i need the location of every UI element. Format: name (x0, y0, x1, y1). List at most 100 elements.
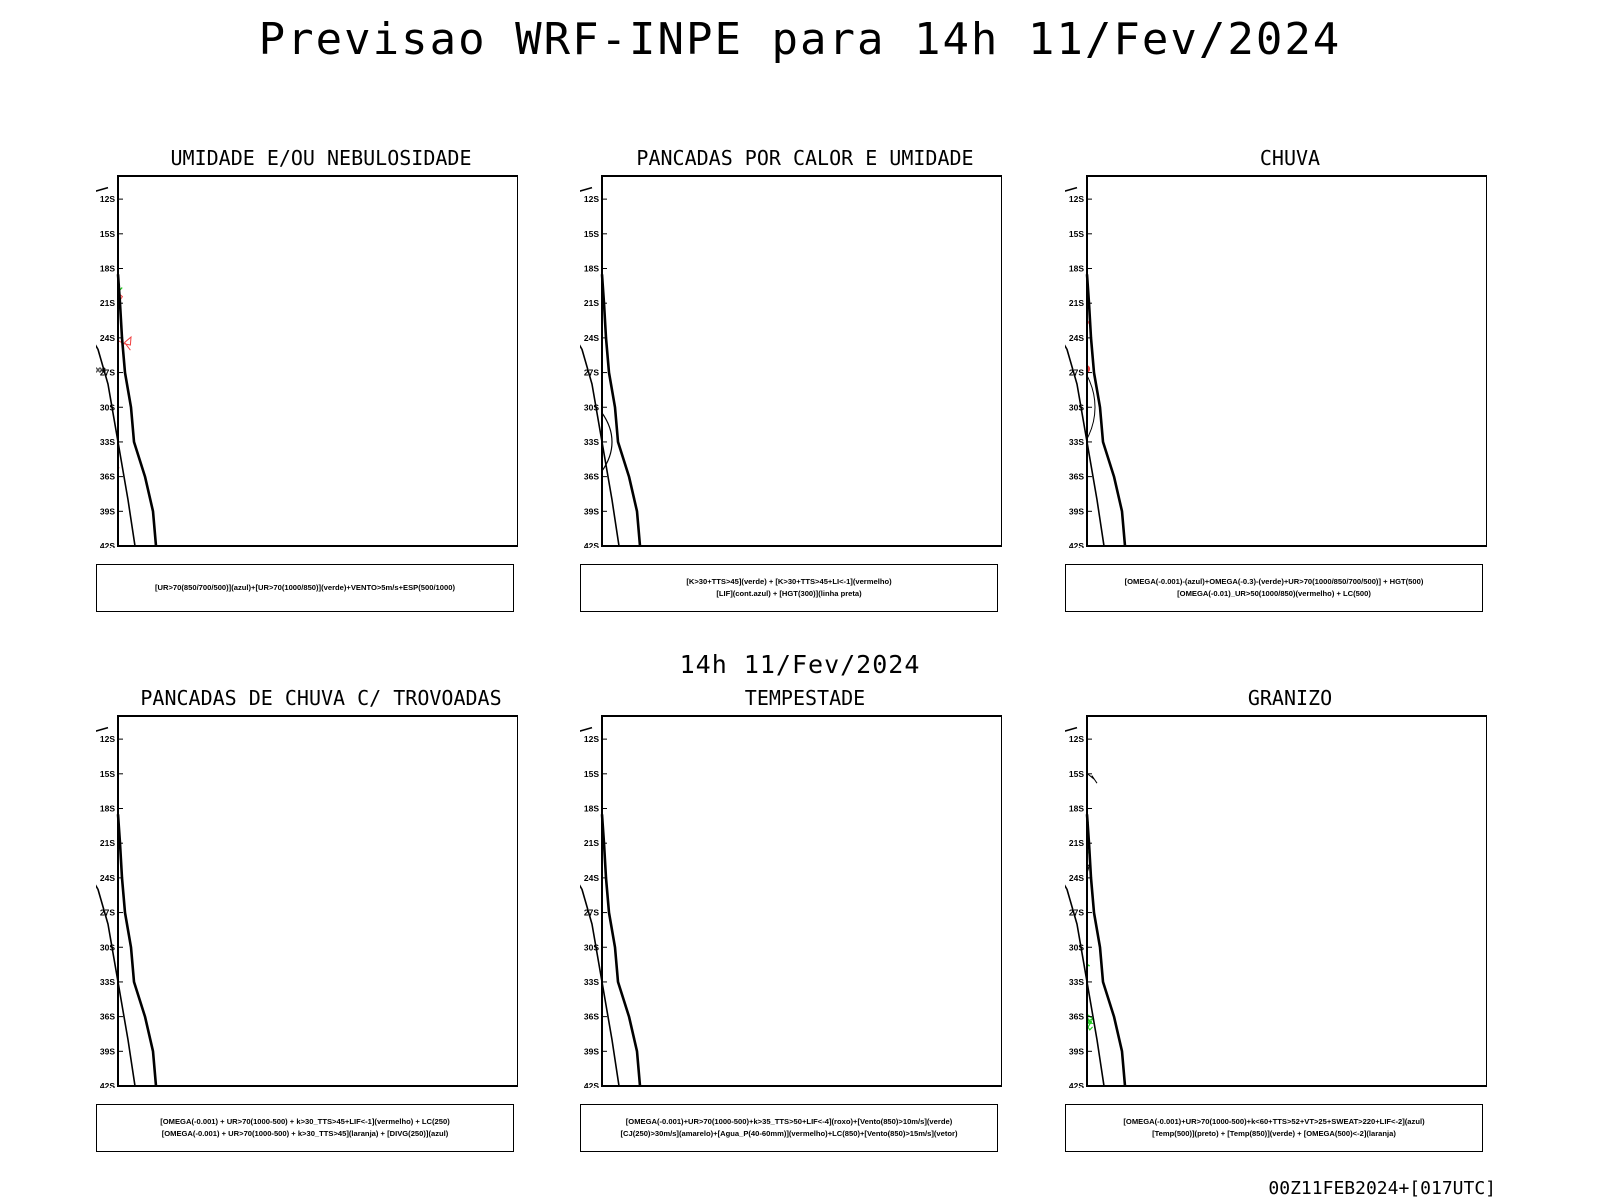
panel-legend: [OMEGA(-0.001) + UR>70(1000-500) + k>30_… (96, 1104, 514, 1152)
lat-tick-label: 30S (584, 942, 599, 952)
lon-tick-label: 70W (109, 1087, 127, 1088)
lat-tick-label: 42S (1069, 1081, 1084, 1088)
lat-tick-label: 30S (100, 402, 115, 412)
panel-title: CHUVA (1259, 146, 1321, 170)
panel-thunder-showers: PANCADAS DE CHUVA C/ TROVOADAS 12S 15S 18S… (86, 686, 556, 1161)
lat-tick-label: 15S (1069, 769, 1084, 779)
lat-tick-label: 24S (584, 333, 599, 343)
lat-tick-label: 18S (584, 804, 599, 814)
lat-tick-label: 15S (584, 229, 599, 239)
lat-tick-label: 36S (1069, 472, 1084, 482)
legend-line: [K>30+TTS>45](verde) + [K>30+TTS>45+LI<-… (686, 577, 892, 586)
lat-tick-label: 24S (584, 873, 599, 883)
lat-tick-label: 42S (584, 1081, 599, 1088)
lat-tick-label: 42S (100, 541, 115, 548)
lat-tick-label: 42S (100, 1081, 115, 1088)
legend-line: [Temp(500)](preto) + [Temp(850)](verde) … (1152, 1129, 1396, 1138)
lat-tick-label: 30S (100, 942, 115, 952)
legend-line: [OMEGA(-0.001)-(azul)+OMEGA(-0.3)-(verde… (1124, 577, 1424, 586)
panel-legend: [OMEGA(-0.001)+UR>70(1000-500)+k>35_TTS>… (580, 1104, 998, 1152)
lat-tick-label: 27S (100, 368, 115, 378)
map-humidity: 1016101210121012101610161020102410241024… (96, 174, 518, 548)
panel-heat-showers: PANCADAS POR CALOR E UMIDADE 96809680968… (570, 146, 1040, 621)
legend-line: [UR>70(850/700/500)](azul)+[UR>70(1000/8… (155, 583, 455, 592)
panel-title: PANCADAS POR CALOR E UMIDADE (636, 146, 974, 170)
lat-tick-label: 15S (100, 769, 115, 779)
lat-tick-label: 27S (584, 908, 599, 918)
lat-tick-label: 39S (1069, 1046, 1084, 1056)
lat-tick-label: 27S (100, 908, 115, 918)
legend-line: [OMEGA(-0.01)_UR>50(1000/850)(vermelho) … (1177, 589, 1371, 598)
page-title: Previsao WRF-INPE para 14h 11/Fev/2024 (258, 14, 1342, 65)
legend-line: [OMEGA(-0.001)+UR>70(1000-500)+k>35_TTS>… (625, 1117, 953, 1126)
lat-tick-label: 36S (1069, 1012, 1084, 1022)
lat-tick-label: 18S (100, 804, 115, 814)
lat-tick-label: 21S (584, 838, 599, 848)
map-hail: 12S15S18S21S24S27S30S33S36S39S42S70W65W6… (1065, 714, 1487, 1088)
run-stamp: 00Z11FEB2024+[017UTC] (1268, 1178, 1496, 1199)
lat-tick-label: 27S (1069, 368, 1084, 378)
lat-tick-label: 21S (1069, 298, 1084, 308)
lat-tick-label: 21S (1069, 838, 1084, 848)
lat-tick-label: 33S (1069, 977, 1084, 987)
lat-tick-label: 39S (584, 1046, 599, 1056)
lat-tick-label: 24S (1069, 333, 1084, 343)
lon-tick-label: 70W (593, 547, 611, 548)
panel-storm: TEMPESTADE 12S 15S 18S 21S 24S 27S 30S 33S 36S 39… (570, 686, 1040, 1161)
lat-tick-label: 33S (100, 977, 115, 987)
contour-label: 1008 (96, 368, 106, 375)
lat-tick-label: 24S (100, 333, 115, 343)
lat-tick-label: 12S (100, 734, 115, 744)
lat-tick-label: 27S (1069, 908, 1084, 918)
map-storm: 12S15S18S21S24S27S30S33S36S39S42S70W65W6… (580, 714, 1002, 1088)
lon-tick-label: 70W (109, 547, 127, 548)
map-thunder-showers: 12S15S18S21S24S27S30S33S36S39S42S70W65W6… (96, 714, 518, 1088)
lat-tick-label: 33S (584, 437, 599, 447)
panel-legend: [K>30+TTS>45](verde) + [K>30+TTS>45+LI<-… (580, 564, 998, 612)
lat-tick-label: 42S (584, 541, 599, 548)
lat-tick-label: 30S (1069, 402, 1084, 412)
lat-tick-label: 12S (100, 194, 115, 204)
lat-tick-label: 36S (100, 472, 115, 482)
panel-legend: [OMEGA(-0.001)+UR>70(1000-500)+k<60+TTS>… (1065, 1104, 1483, 1152)
lat-tick-label: 39S (1069, 506, 1084, 516)
lat-tick-label: 30S (584, 402, 599, 412)
lat-tick-label: 33S (584, 977, 599, 987)
lat-tick-label: 18S (584, 264, 599, 274)
lat-tick-label: 24S (1069, 873, 1084, 883)
legend-line: [LIF](cont.azul) + [HGT(300)](linha pret… (716, 589, 862, 598)
map-rain: 58858858558258257957957657312S15S18S21S2… (1065, 174, 1487, 548)
lat-tick-label: 12S (1069, 734, 1084, 744)
lat-tick-label: 18S (1069, 804, 1084, 814)
lat-tick-label: 15S (1069, 229, 1084, 239)
lat-tick-label: 21S (100, 838, 115, 848)
legend-line: [CJ(250)>30m/s](amarelo)+[Agua_P(40-60mm… (620, 1129, 958, 1138)
map-heat-showers: 9680968096809680968096809600960096009520… (580, 174, 1002, 548)
lon-tick-label: 70W (1078, 547, 1096, 548)
lat-tick-label: 21S (100, 298, 115, 308)
lat-tick-label: 27S (584, 368, 599, 378)
lat-tick-label: 39S (100, 1046, 115, 1056)
lat-tick-label: 18S (1069, 264, 1084, 274)
panel-title: PANCADAS DE CHUVA C/ TROVOADAS (140, 686, 502, 710)
panel-rain: CHUVA 58858858558258257957957657312S15S1… (1055, 146, 1525, 621)
legend-line: [OMEGA(-0.001) + UR>70(1000-500) + k>30_… (160, 1117, 450, 1126)
lat-tick-label: 42S (1069, 541, 1084, 548)
lat-tick-label: 15S (584, 769, 599, 779)
panel-hail: GRANIZO 12S 15S 18S 21S 24S 27S 30S 33S 36S 39S 42… (1055, 686, 1525, 1161)
lat-tick-label: 36S (100, 1012, 115, 1022)
lon-tick-label: 70W (593, 1087, 611, 1088)
lat-tick-label: 36S (584, 472, 599, 482)
panel-legend: [OMEGA(-0.001)-(azul)+OMEGA(-0.3)-(verde… (1065, 564, 1483, 612)
lat-tick-label: 12S (584, 734, 599, 744)
lat-tick-label: 39S (100, 506, 115, 516)
lat-tick-label: 36S (584, 1012, 599, 1022)
lat-tick-label: 12S (1069, 194, 1084, 204)
lat-tick-label: 12S (584, 194, 599, 204)
panel-title: UMIDADE E/OU NEBULOSIDADE (170, 146, 472, 170)
legend-line: [OMEGA(-0.001) + UR>70(1000-500) + k>30_… (161, 1129, 449, 1138)
panel-humidity: UMIDADE E/OU NEBULOSIDADE 10161012101210… (86, 146, 556, 621)
forecast-time-label: 14h 11/Fev/2024 (679, 650, 921, 679)
panel-legend: [UR>70(850/700/500)](azul)+[UR>70(1000/8… (96, 564, 514, 612)
panel-title: TEMPESTADE (744, 686, 866, 710)
